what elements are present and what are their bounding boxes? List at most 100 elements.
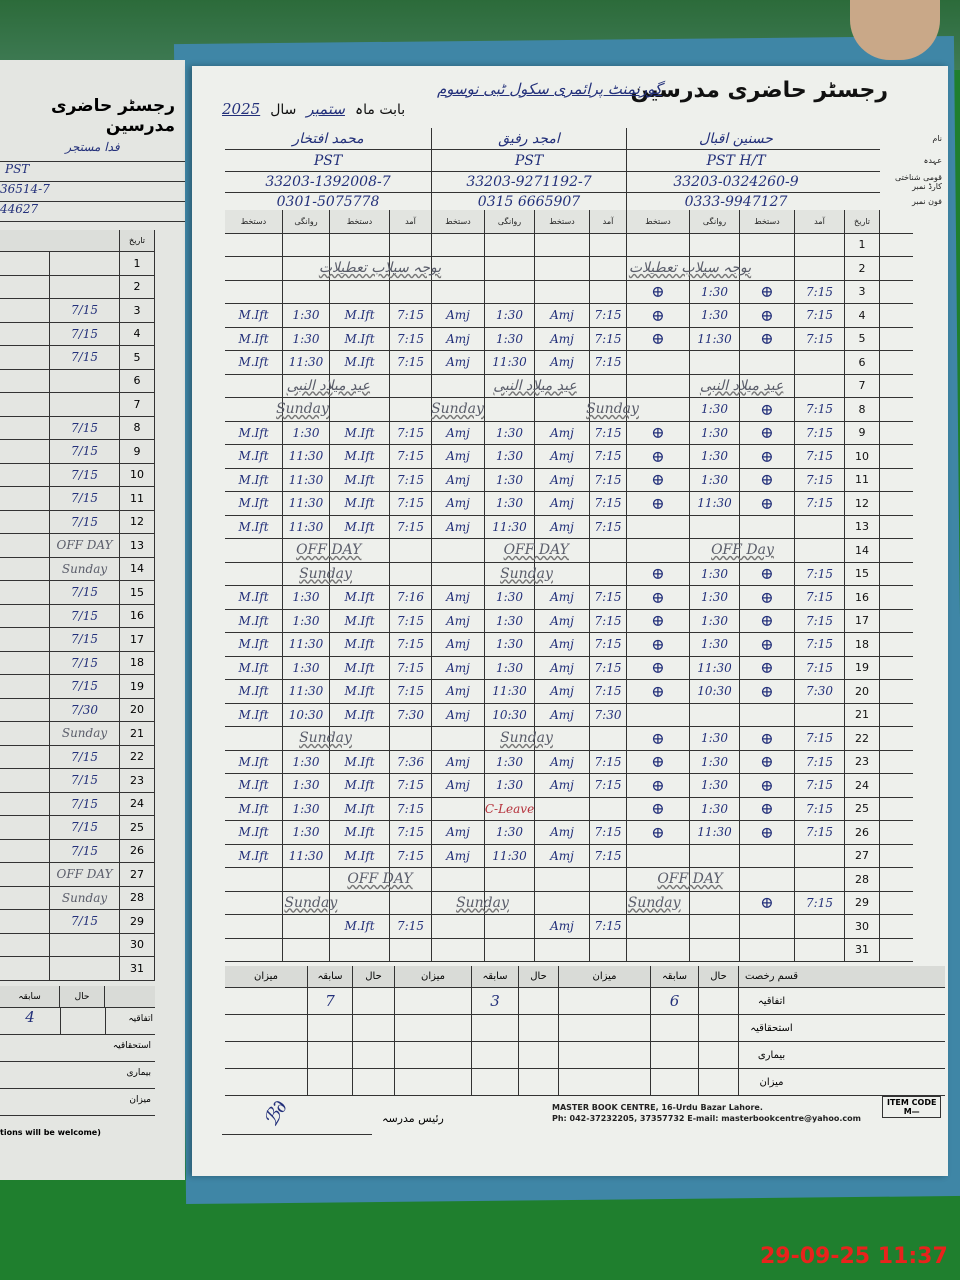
- attendance-cell: Amj: [432, 351, 485, 374]
- left-cell-sign: [0, 322, 50, 345]
- attendance-cell: [590, 233, 627, 256]
- table-row: ⊕ 7:15 29 Sunday Sunday Sunday: [225, 891, 913, 915]
- left-table-row: OFF DAY 13: [0, 534, 155, 558]
- attendance-cell: [485, 727, 535, 750]
- left-cell-sign: [0, 745, 50, 768]
- left-date-cell: 18: [120, 651, 155, 674]
- attendance-cell: Amj: [535, 609, 590, 632]
- month-label: بابت ماہ: [354, 102, 406, 118]
- column-header: آمد: [590, 210, 627, 233]
- attendance-cell: [535, 938, 590, 961]
- attendance-cell: M.Ift: [330, 586, 390, 609]
- attendance-cell: M.Ift: [330, 515, 390, 538]
- attendance-cell: M.Ift: [330, 915, 390, 938]
- column-header: دستخط: [330, 210, 390, 233]
- left-page-cnic: 36514-7: [0, 182, 185, 202]
- attendance-cell: [690, 515, 740, 538]
- summary-cell: [225, 1042, 308, 1068]
- attendance-cell: Amj: [535, 750, 590, 773]
- date-cell: 14: [845, 539, 880, 562]
- attendance-cell: M.Ift: [330, 351, 390, 374]
- table-row: M.Ift 11:30 M.Ift 7:15 Amj 11:30 Amj 7:15 ⊕ 10:30…: [225, 680, 913, 704]
- teacher-3-name: محمد افتخار: [225, 128, 432, 149]
- attendance-cell: [225, 562, 283, 585]
- attendance-cell: [627, 539, 690, 562]
- summary-header: حال: [353, 966, 395, 987]
- attendance-cell: [390, 539, 432, 562]
- attendance-cell: [390, 727, 432, 750]
- summary-row: بیماری: [225, 1042, 945, 1069]
- photo-timestamp: 29-09-25 11:37: [760, 1244, 948, 1269]
- attendance-cell: [795, 915, 845, 938]
- attendance-cell: ⊕: [627, 727, 690, 750]
- attendance-cell: 1:30: [283, 421, 330, 444]
- left-date-cell: 23: [120, 769, 155, 792]
- attendance-cell: 1:30: [485, 445, 535, 468]
- attendance-cell: [283, 727, 330, 750]
- attendance-cell: [690, 915, 740, 938]
- attendance-cell: M.Ift: [225, 515, 283, 538]
- publisher-info: MASTER BOOK CENTRE, 16-Urdu Bazar Lahore…: [552, 1102, 861, 1124]
- attendance-cell: 1:30: [283, 797, 330, 820]
- left-cell-sign: [0, 722, 50, 745]
- attendance-cell: M.Ift: [330, 844, 390, 867]
- attendance-cell: [390, 233, 432, 256]
- attendance-cell: 11:30: [283, 515, 330, 538]
- left-cell-time: Sunday: [50, 557, 120, 580]
- attendance-cell: M.Ift: [330, 703, 390, 726]
- left-date-cell: 12: [120, 510, 155, 533]
- teacher-cnic-row: 33203-1392008-7 33203-9271192-7 33203-03…: [225, 172, 880, 193]
- attendance-cell: 7:15: [795, 421, 845, 444]
- attendance-cell: 7:15: [590, 304, 627, 327]
- summary-cell: [559, 1069, 651, 1095]
- left-date-cell: 16: [120, 604, 155, 627]
- attendance-cell: ⊕: [627, 327, 690, 350]
- attendance-cell: [283, 915, 330, 938]
- attendance-cell: 7:15: [795, 633, 845, 656]
- publisher-name: MASTER BOOK CENTRE, 16-Urdu Bazar Lahore…: [552, 1103, 763, 1112]
- attendance-cell: [740, 515, 795, 538]
- attendance-cell: 1:30: [690, 398, 740, 421]
- summary-cell: [699, 1069, 739, 1095]
- attendance-cell: [283, 257, 330, 280]
- attendance-cell: [795, 938, 845, 961]
- register-title: رجسٹر حاضری مدرسین: [630, 78, 888, 103]
- attendance-cell: 7:15: [590, 915, 627, 938]
- left-cell-time: 7/15: [50, 604, 120, 627]
- attendance-cell: M.Ift: [225, 821, 283, 844]
- left-date-cell: 1: [120, 252, 155, 275]
- date-cell: 9: [845, 421, 880, 444]
- attendance-cell: ⊕: [627, 280, 690, 303]
- attendance-cell: [225, 398, 283, 421]
- attendance-cell: 7:15: [590, 656, 627, 679]
- summary-cell: [353, 1042, 395, 1068]
- attendance-cell: 7:30: [590, 703, 627, 726]
- attendance-cell: ⊕: [627, 633, 690, 656]
- left-table-row: 7/15 29: [0, 910, 155, 934]
- attendance-cell: 11:30: [690, 821, 740, 844]
- attendance-cell: [283, 562, 330, 585]
- attendance-cell: [390, 868, 432, 891]
- left-table-row: 7/30 20: [0, 698, 155, 722]
- table-row: M.Ift 1:30 M.Ift 7:15 Amj 1:30 Amj 7:15 ⊕ 1:30 ⊕ 7:…: [225, 304, 913, 328]
- attendance-cell: [283, 374, 330, 397]
- attendance-cell: 1:30: [690, 633, 740, 656]
- leave-type-label: بیماری: [757, 1049, 786, 1061]
- attendance-cell: [690, 844, 740, 867]
- left-summary-value: 4: [25, 1008, 35, 1026]
- left-date-header: تاریخ: [120, 230, 155, 251]
- summary-header: حال: [699, 966, 739, 987]
- column-header: دستخط: [225, 210, 283, 233]
- summary-header: حال: [519, 966, 559, 987]
- date-cell: 4: [845, 304, 880, 327]
- summary-cell: [472, 1069, 519, 1095]
- left-cell-time: [50, 252, 120, 275]
- attendance-cell: [390, 562, 432, 585]
- left-table-row: 7/15 12: [0, 510, 155, 534]
- attendance-cell: [627, 233, 690, 256]
- attendance-cell: M.Ift: [330, 774, 390, 797]
- left-cell-sign: [0, 440, 50, 463]
- leave-type-label: اتفاقیہ: [757, 995, 786, 1007]
- attendance-cell: ⊕: [740, 727, 795, 750]
- date-cell: 23: [845, 750, 880, 773]
